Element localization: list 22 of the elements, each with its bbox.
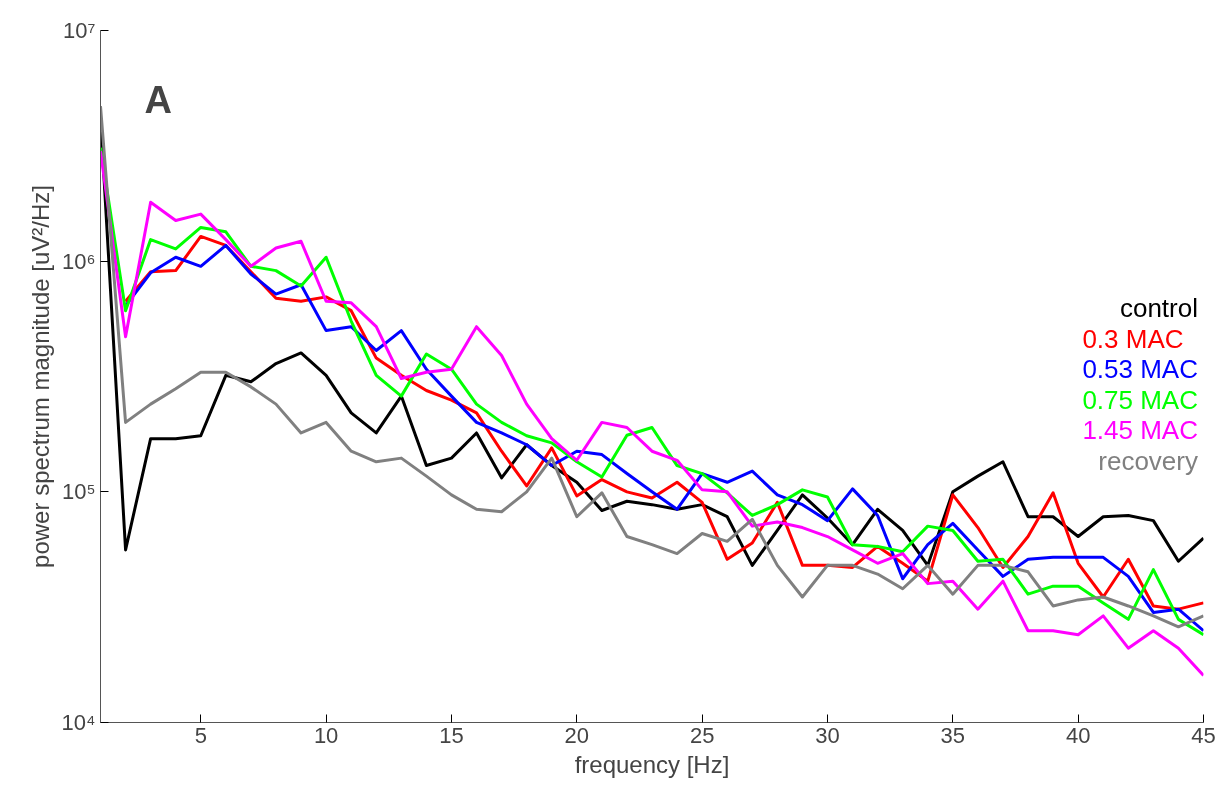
annotation: A	[144, 78, 173, 121]
text: 0.75 MAC	[1082, 384, 1198, 415]
y-tick-label: 10⁴	[61, 710, 96, 735]
y-tick-label: 10⁶	[61, 248, 96, 274]
x-tick-label: 40	[1065, 722, 1091, 748]
y-tick-label: 10⁵	[61, 479, 96, 505]
text: recovery	[1098, 445, 1198, 476]
y-tick-label: 10⁷	[63, 18, 96, 43]
x-tick-label: 35	[940, 722, 966, 748]
y-axis-title: power spectrum magnitude [uV²/Hz]	[26, 185, 54, 568]
text: control	[1119, 293, 1198, 324]
x-tick-label: 20	[564, 722, 590, 748]
text: 0.3 MAC	[1082, 323, 1184, 354]
x-tick-label: 25	[689, 722, 715, 748]
x-tick-label: 10	[313, 722, 339, 748]
text: 1.45 MAC	[1082, 415, 1198, 446]
text: 0.53 MAC	[1082, 354, 1198, 385]
x-axis-title: frequency [Hz]	[574, 750, 730, 778]
x-tick-label: 30	[815, 722, 840, 748]
x-tick-label: 45	[1191, 722, 1216, 748]
x-tick-label: 15	[439, 722, 464, 748]
x-tick-label: 5	[194, 722, 207, 748]
